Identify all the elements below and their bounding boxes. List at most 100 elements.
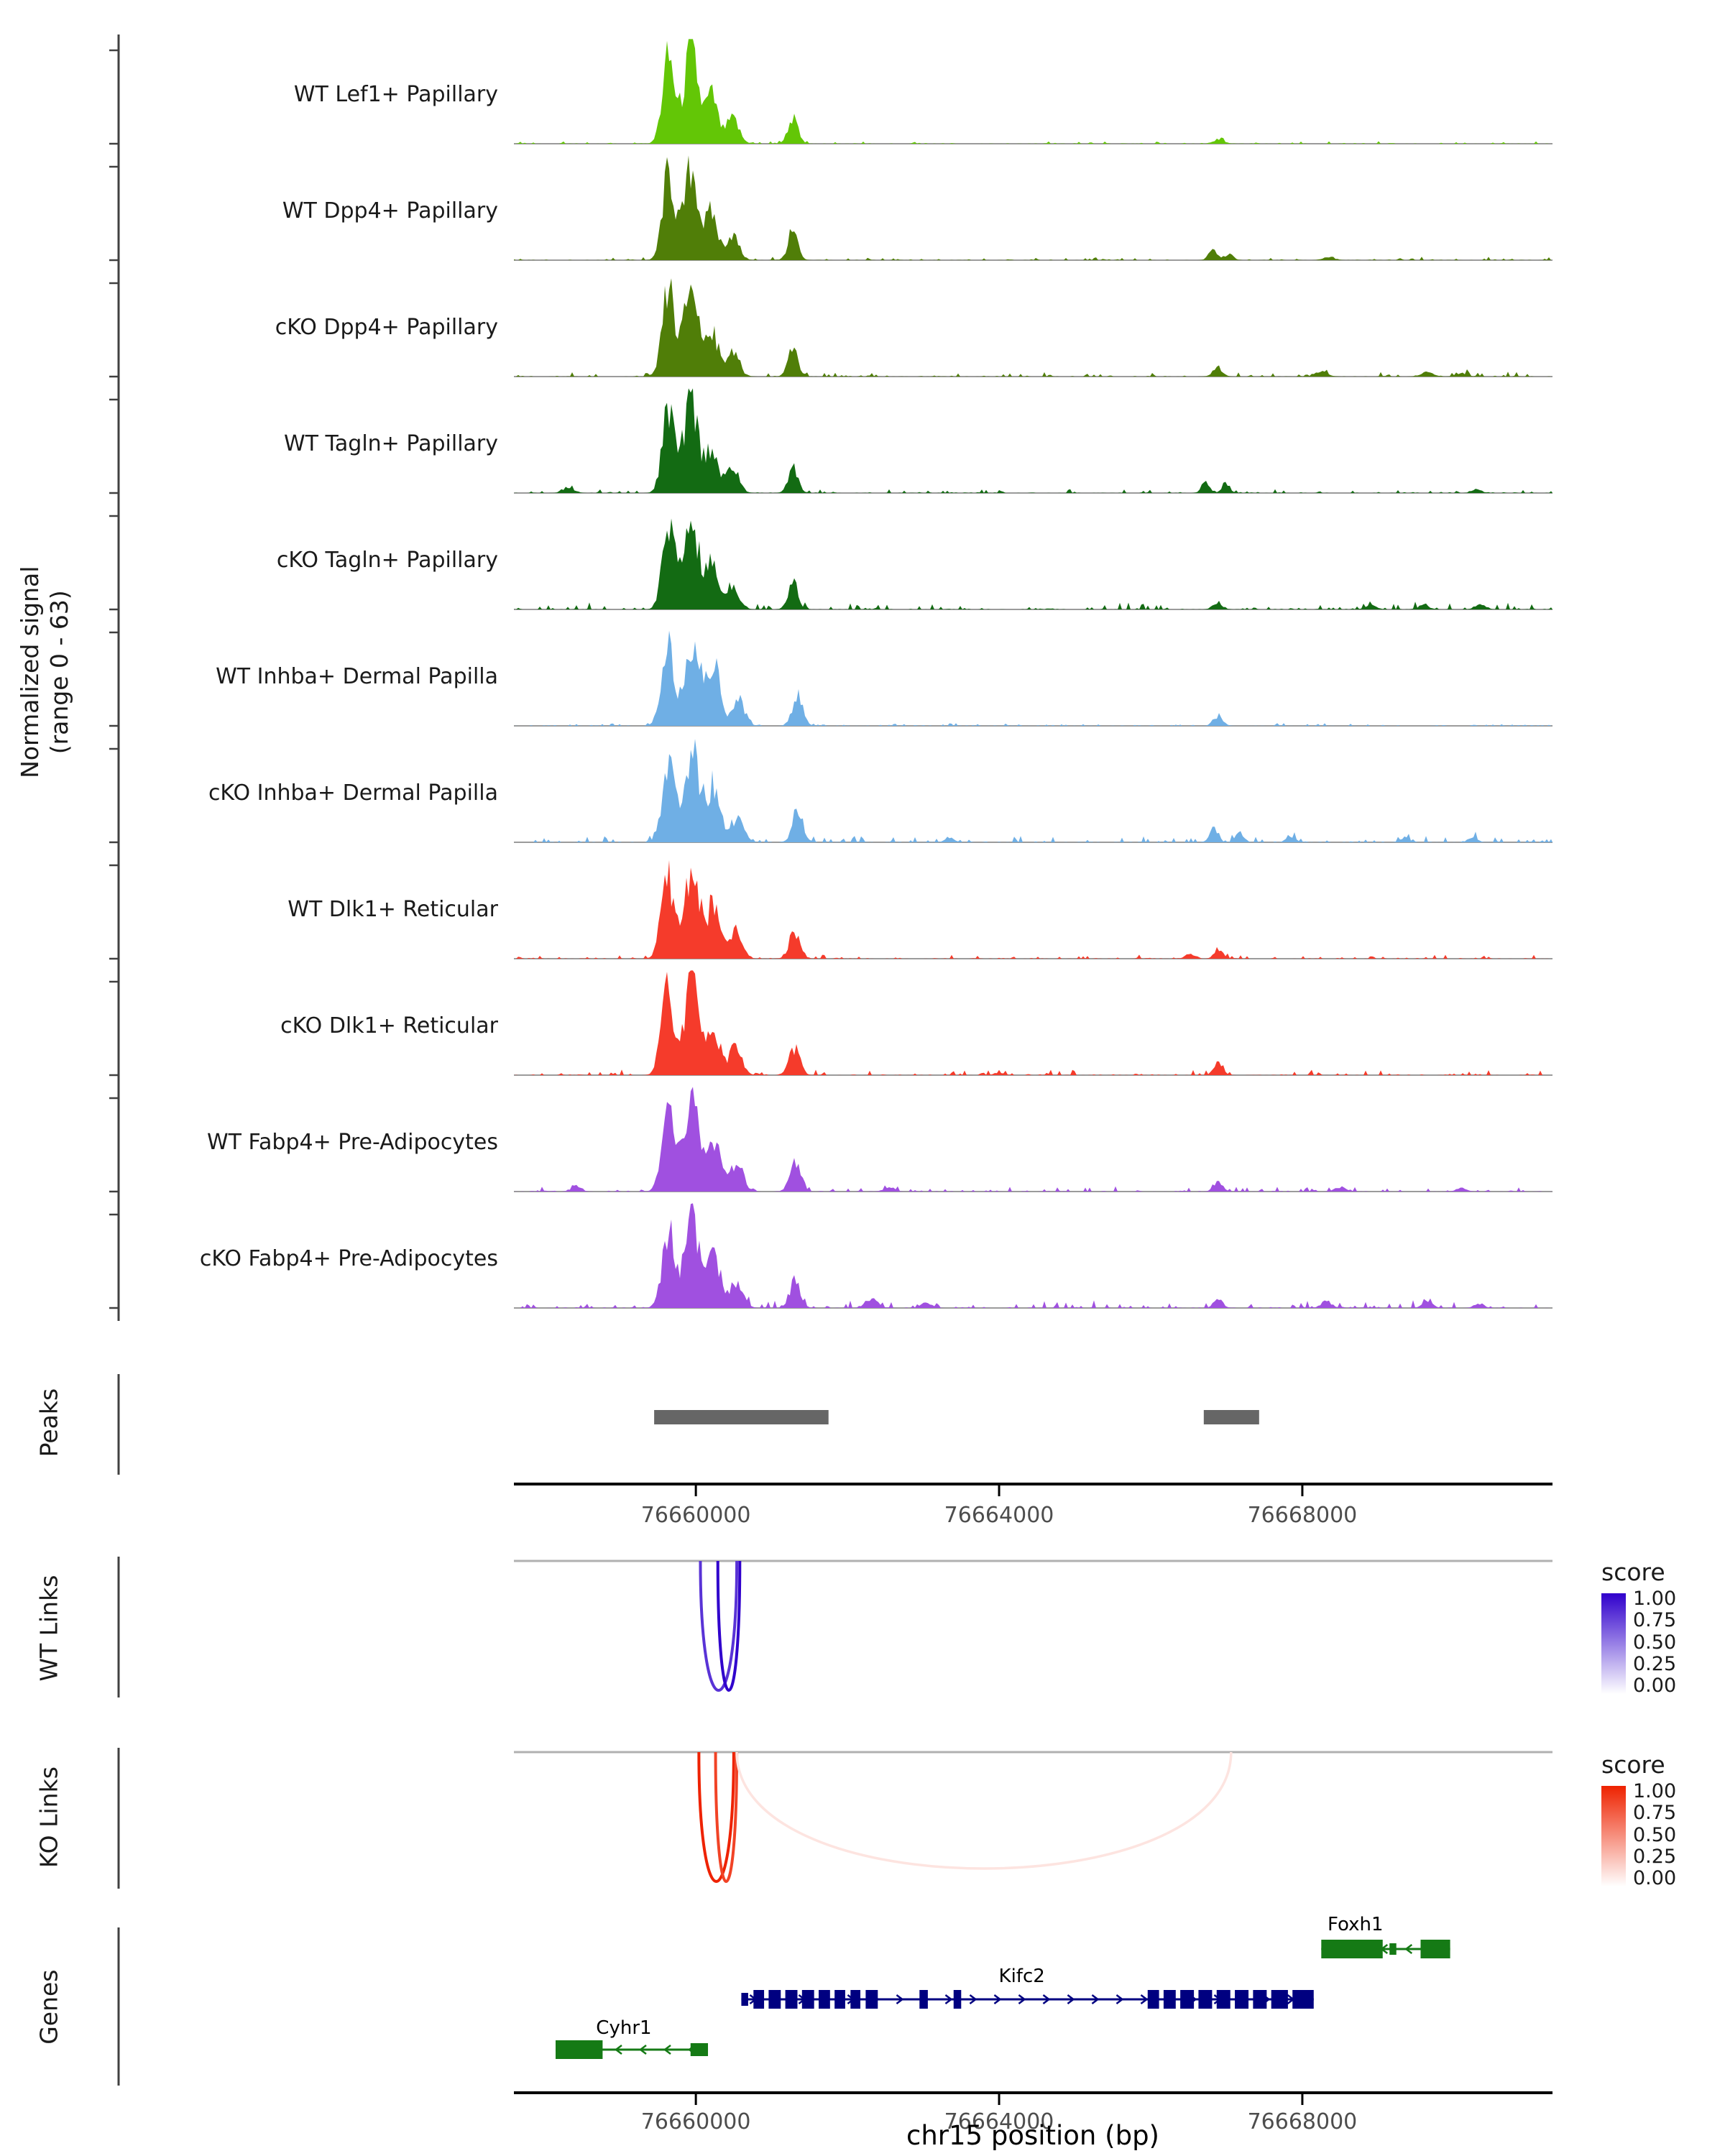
track-label: cKO Fabp4+ Pre-Adipocytes [200,1246,498,1271]
x-axis-title: chr15 position (bp) [906,2120,1159,2151]
gene-exon [556,2040,603,2059]
wt-score-legend: score 1.00 0.75 0.50 0.25 0.00 [1601,1558,1676,1695]
gene-exon [819,1990,830,2009]
gene-strand-arrow [1042,1994,1051,2004]
ko-link-arc-0 [697,1751,735,1883]
track-label: WT Inhba+ Dermal Papilla [216,664,498,689]
gene-strand-arrow [663,2045,671,2055]
signal-track-area-3 [514,388,1552,493]
wt-score-gradient-bar [1601,1593,1626,1694]
gene-strand-arrow [944,1994,953,2004]
gene-exon [953,1990,962,2009]
track-label: WT Dlk1+ Reticular [288,897,498,922]
ko-link-arc-1 [714,1751,739,1883]
wt-score-legend-title: score [1601,1558,1665,1586]
gene-exon [1147,1990,1159,2009]
gene-exon [1292,1990,1314,2009]
y-axis-label: Normalized signal (range 0 - 63) [15,528,75,816]
gene-exon [919,1990,928,2009]
gene-name-label: Cyhr1 [596,2017,651,2039]
peak-interval-bar [1203,1410,1259,1424]
signal-track-area-8 [514,970,1552,1075]
ko-score-tick-050: 0.50 [1633,1823,1677,1846]
section-label-genes: Genes [34,1969,63,2045]
gene-exon [690,2043,709,2056]
gene-exon [753,1990,765,2009]
ko-score-tick-075: 0.75 [1633,1802,1677,1825]
ko-score-legend-title: score [1601,1751,1665,1779]
signal-track-area-9 [514,1087,1552,1192]
gene-strand-arrow [969,1994,978,2004]
track-label: cKO Dpp4+ Papillary [275,315,498,340]
signal-track-area-5 [514,630,1552,726]
ko-score-gradient-bar [1601,1786,1626,1886]
wt-score-tick-025: 0.25 [1633,1652,1677,1675]
gene-exon [801,1990,814,2009]
gene-exon [768,1990,781,2009]
signal-track-area-7 [514,860,1552,959]
gene-exon [1180,1990,1195,2009]
gene-name-label: Foxh1 [1328,1914,1384,1935]
gene-exon [1321,1940,1383,1958]
gene-strand-arrow [1140,1994,1149,2004]
signal-track-area-2 [514,278,1552,377]
ko-score-tick-025: 0.25 [1633,1845,1677,1868]
gene-exon [1271,1990,1288,2009]
gene-exon [1389,1943,1397,1955]
genome-axis-tick-label: 76668000 [1248,1503,1358,1528]
wt-score-tick-000: 0.00 [1633,1674,1677,1697]
gene-strand-arrow [993,1994,1002,2004]
gene-exon [741,1993,748,2006]
gene-exon [850,1990,861,2009]
signal-track-area-1 [514,155,1552,260]
gene-exon [1216,1990,1230,2009]
gene-exon [1163,1990,1176,2009]
gene-strand-arrow [1018,1994,1026,2004]
wt-score-legend-labels: 1.00 0.75 0.50 0.25 0.00 [1633,1589,1676,1695]
signal-track-area-0 [514,39,1552,144]
gene-exon [1235,1990,1249,2009]
track-label: WT Fabp4+ Pre-Adipocytes [207,1130,498,1155]
gene-strand-arrow [614,2045,622,2055]
genome-axis-tick-label: 76664000 [944,1503,1054,1528]
y-axis-label-line2: (range 0 - 63) [45,590,73,755]
gene-strand-arrow [1091,1994,1100,2004]
ko-score-tick-100: 1.00 [1633,1780,1677,1802]
genome-axis-tick-label-bottom: 76664000 [944,2109,1054,2134]
genome-axis-tick-label-bottom: 76668000 [1248,2109,1358,2134]
ko-score-legend-labels: 1.00 0.75 0.50 0.25 0.00 [1633,1782,1676,1888]
genome-axis-tick-label: 76660000 [641,1503,751,1528]
gene-exon [834,1990,845,2009]
gene-exon [1198,1990,1213,2009]
gene-strand-arrow [638,2045,647,2055]
track-label: cKO Tagln+ Papillary [277,548,498,573]
wt-score-tick-100: 1.00 [1633,1588,1677,1610]
gene-strand-arrow [896,1994,904,2004]
gene-exon [865,1990,878,2009]
track-label: WT Tagln+ Papillary [284,431,498,456]
gene-exon [785,1990,798,2009]
gene-exon [1253,1990,1267,2009]
gene-strand-arrow [1404,1944,1413,1954]
signal-track-area-10 [514,1203,1552,1308]
wt-score-tick-050: 0.50 [1633,1631,1677,1654]
ko-score-tick-000: 0.00 [1633,1867,1677,1889]
gene-strand-arrow [1116,1994,1124,2004]
ko-link-arc-2 [735,1751,1233,1870]
genome-axis-tick-label-bottom: 76660000 [641,2109,751,2134]
gene-name-label: Kifc2 [999,1966,1045,1987]
gene-strand-arrow [1067,1994,1075,2004]
gene-exon [1420,1940,1450,1958]
y-axis-label-line1: Normalized signal [15,566,44,778]
peak-interval-bar [654,1410,829,1424]
track-label: WT Lef1+ Papillary [294,82,498,107]
track-label: cKO Inhba+ Dermal Papilla [208,780,498,806]
ko-score-legend: score 1.00 0.75 0.50 0.25 0.00 [1601,1751,1676,1888]
signal-track-area-4 [514,518,1552,609]
wt-link-arc-0 [699,1560,739,1692]
wt-link-arc-1 [716,1560,742,1692]
track-label: WT Dpp4+ Papillary [282,198,498,224]
wt-score-tick-075: 0.75 [1633,1609,1677,1632]
signal-track-area-6 [514,739,1552,842]
